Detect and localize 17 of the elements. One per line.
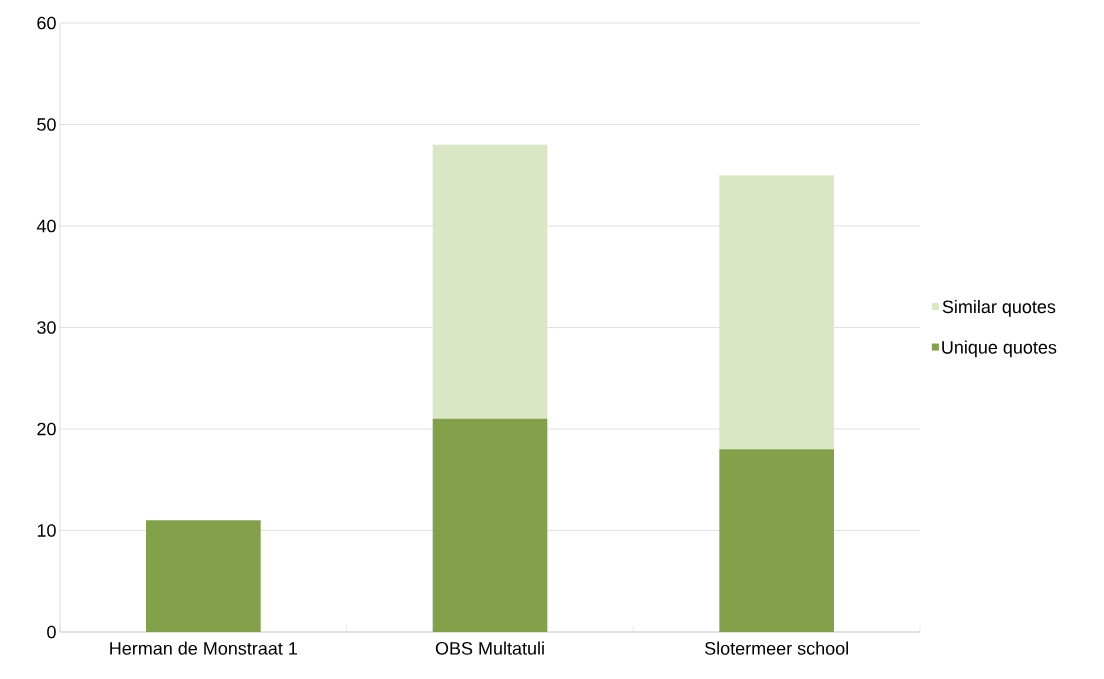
y-tick-label: 30 — [37, 321, 56, 334]
y-tick-label: 10 — [37, 524, 56, 537]
y-tick-label: 40 — [36, 219, 56, 233]
x-tick-label: OBS Multatuli — [435, 641, 544, 655]
bar — [432, 418, 548, 632]
legend-label: Unique quotes — [942, 340, 1057, 358]
legend-label: Similar quotes — [942, 299, 1056, 317]
y-tick-label: 60 — [37, 16, 56, 30]
y-tick-label: 0 — [47, 625, 56, 639]
bar — [719, 449, 835, 632]
y-tick-label: 20 — [37, 422, 56, 436]
x-tick-label: Slotermeer school — [704, 641, 848, 655]
bar — [432, 144, 548, 419]
bar — [146, 520, 261, 632]
bar — [719, 175, 835, 450]
y-tick-label: 50 — [37, 118, 56, 131]
x-tick-label: Herman de Monstraat 1 — [110, 641, 297, 655]
